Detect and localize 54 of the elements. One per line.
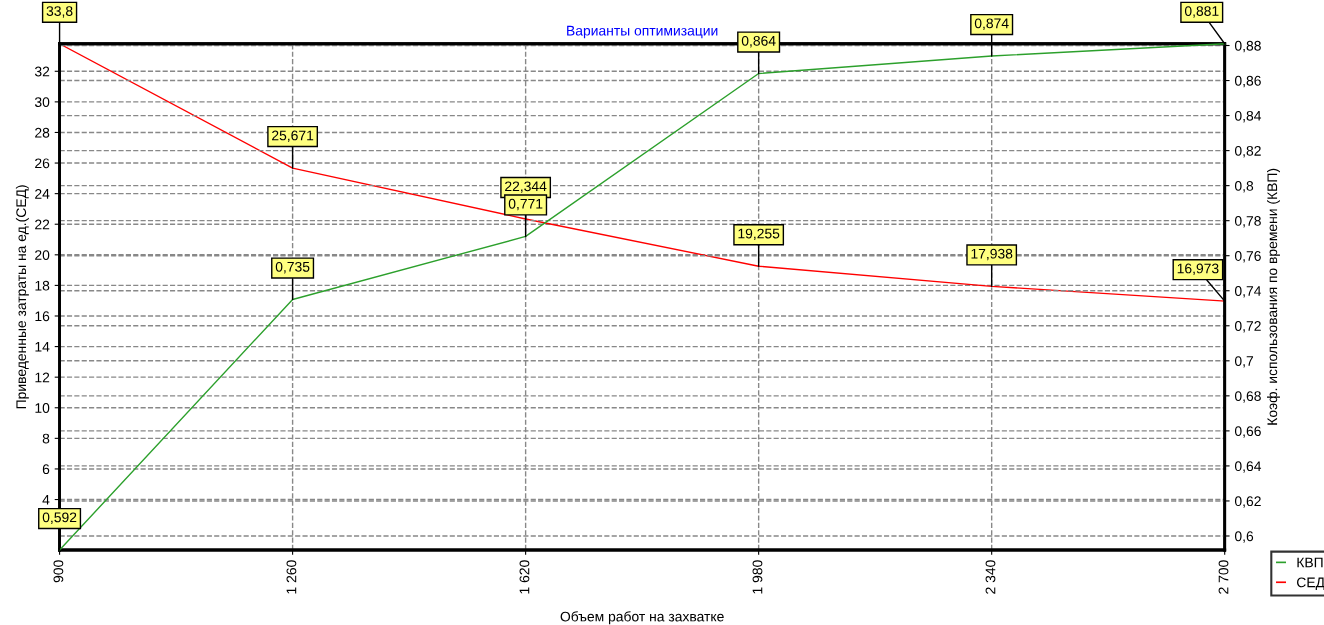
- data-label: 0,881: [1184, 6, 1219, 18]
- y-tick-label: 28: [35, 127, 50, 138]
- y2-tick-label: 0,78: [1234, 216, 1261, 228]
- data-label: 17,938: [971, 248, 1013, 261]
- x-tick-label: 900: [53, 560, 64, 583]
- y2-tick-label: 0,86: [1234, 75, 1261, 88]
- y-tick-label: 26: [35, 158, 50, 169]
- y2-tick-label: 0,7: [1234, 356, 1254, 368]
- y-tick-label: 4: [42, 495, 50, 505]
- data-label: 0,735: [275, 261, 310, 274]
- x-axis-title: Объем работ на захватке: [560, 611, 724, 625]
- legend-label: КВП: [1297, 557, 1323, 568]
- x-tick-label: 2 340: [985, 560, 996, 594]
- y2-tick-label: 0,76: [1234, 251, 1261, 263]
- y2-tick-label: 0,88: [1234, 40, 1261, 53]
- data-label: 0,592: [42, 512, 77, 524]
- data-label: 16,973: [1177, 263, 1219, 276]
- x-tick-label: 1 620: [519, 560, 530, 594]
- y-tick-label: 16: [35, 311, 50, 322]
- y2-tick-label: 0,6: [1234, 531, 1254, 543]
- chart-title: Варианты оптимизации: [567, 25, 718, 39]
- y2-tick-label: 0,8: [1234, 180, 1254, 193]
- y-tick-label: 22: [35, 219, 50, 230]
- y2-tick-label: 0,66: [1234, 426, 1261, 438]
- y-tick-label: 30: [34, 97, 50, 108]
- y2-axis-title: Коэф. использования по времени (КВП): [1267, 168, 1280, 425]
- y2-tick-label: 0,72: [1234, 321, 1261, 333]
- x-tick-label: 2 700: [1218, 560, 1229, 594]
- data-label: 33,8: [46, 6, 73, 18]
- y-tick-label: 8: [42, 433, 50, 444]
- data-label: 0,771: [508, 198, 543, 211]
- y-tick-label: 24: [35, 188, 50, 199]
- y2-tick-label: 0,82: [1234, 145, 1261, 158]
- data-label: 22,344: [505, 181, 547, 193]
- y2-tick-label: 0,64: [1234, 461, 1262, 473]
- y2-tick-label: 0,74: [1234, 286, 1262, 298]
- y2-tick-label: 0,62: [1234, 496, 1261, 508]
- y-tick-label: 18: [35, 280, 50, 291]
- data-label: 19,255: [738, 228, 780, 241]
- x-tick-label: 1 980: [752, 560, 763, 594]
- y-tick-label: 14: [35, 342, 50, 352]
- legend-label: СЕД: [1297, 577, 1324, 590]
- y2-tick-label: 0,68: [1234, 391, 1261, 403]
- y-tick-label: 6: [42, 464, 50, 475]
- y-tick-label: 12: [35, 372, 50, 383]
- data-label: 0,864: [741, 35, 776, 48]
- x-tick-label: 1 260: [286, 560, 297, 594]
- y-tick-label: 20: [35, 250, 50, 260]
- data-label: 0,874: [974, 18, 1009, 30]
- y-tick-label: 32: [34, 66, 50, 77]
- data-label: 25,671: [272, 130, 314, 142]
- y-axis-title: Приведенные затраты на ед.(СЕД): [15, 185, 29, 409]
- y2-tick-label: 0,84: [1234, 110, 1262, 123]
- y-tick-label: 10: [35, 403, 50, 413]
